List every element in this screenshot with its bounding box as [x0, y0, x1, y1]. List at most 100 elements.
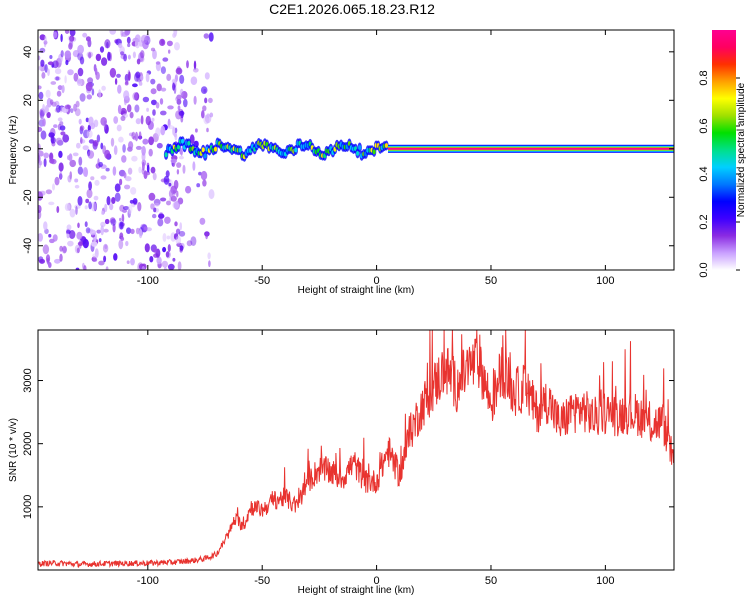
noise-blob: [196, 183, 201, 188]
noise-blob: [67, 69, 74, 76]
noise-blob: [138, 81, 143, 86]
noise-blob: [96, 229, 101, 234]
noise-blob: [85, 117, 89, 123]
noise-blob: [177, 261, 182, 270]
noise-blob: [64, 203, 71, 212]
noise-blob: [87, 77, 94, 84]
noise-blob: [165, 251, 170, 258]
noise-blob: [192, 161, 196, 171]
noise-blob: [186, 240, 193, 247]
noise-blob: [167, 263, 175, 270]
noise-blob: [155, 127, 161, 138]
spectrogram-marks: [38, 30, 674, 270]
noise-blob: [171, 78, 177, 85]
noise-blob: [129, 111, 134, 119]
noise-blob: [114, 78, 118, 85]
noise-blob: [77, 44, 84, 55]
noise-blob: [176, 162, 182, 168]
noise-blob: [135, 145, 142, 150]
noise-blob: [162, 233, 167, 242]
noise-blob: [123, 90, 130, 100]
noise-blob: [124, 184, 131, 190]
noise-blob: [130, 258, 135, 266]
noise-blob: [43, 221, 48, 231]
noise-blob: [43, 152, 49, 159]
noise-blob: [76, 142, 81, 149]
noise-blob: [89, 229, 97, 236]
noise-blob: [59, 121, 64, 126]
noise-blob: [56, 90, 62, 97]
noise-blob: [103, 228, 109, 233]
spectrogram-y-tick-label: 40: [22, 46, 34, 58]
tone-core: [201, 147, 205, 153]
noise-blob: [60, 33, 63, 43]
noise-blob: [47, 61, 54, 66]
noise-blob: [202, 105, 207, 112]
noise-blob: [204, 72, 210, 80]
noise-blob: [43, 35, 47, 45]
tone-core: [203, 153, 207, 159]
noise-blob: [152, 49, 157, 60]
noise-blob: [126, 227, 132, 234]
noise-blob: [74, 178, 79, 183]
noise-blob: [208, 32, 214, 42]
noise-blob: [101, 85, 106, 91]
noise-blob: [95, 53, 102, 62]
noise-blob: [38, 160, 43, 166]
spectrogram-frame: [37, 29, 675, 271]
noise-blob: [54, 68, 62, 75]
noise-blob: [144, 243, 150, 253]
noise-blob: [167, 105, 174, 110]
noise-blob: [118, 43, 123, 49]
noise-blob: [166, 235, 171, 240]
noise-blob: [77, 79, 83, 84]
noise-blob: [122, 144, 126, 153]
noise-blob: [79, 93, 86, 102]
noise-blob: [127, 208, 131, 218]
noise-blob: [64, 30, 70, 34]
noise-blob: [48, 201, 55, 206]
noise-blob: [85, 227, 91, 234]
noise-blob: [174, 42, 180, 51]
noise-blob: [120, 51, 125, 56]
spectrogram-x-tick-label: 100: [596, 275, 614, 287]
noise-blob: [84, 221, 88, 228]
noise-blob: [148, 136, 155, 146]
spectrogram-x-tick-label: 0: [374, 275, 380, 287]
noise-blob: [76, 247, 80, 254]
noise-blob: [120, 115, 126, 121]
noise-blob: [168, 189, 174, 198]
noise-blob: [102, 145, 107, 155]
noise-blob: [39, 258, 45, 264]
noise-blob: [155, 61, 161, 65]
colorbar-label: Normalized spectral amplitude: [736, 82, 747, 217]
noise-blob: [114, 183, 121, 192]
noise-blob: [126, 104, 132, 113]
noise-blob: [102, 243, 109, 253]
noise-blob: [40, 59, 45, 67]
noise-blob: [62, 134, 70, 143]
noise-blob: [200, 170, 208, 181]
spectrogram-panel: -100 -50 0 50 100 -40 -20 0 20 40 Height of stra…: [8, 29, 675, 296]
noise-blob: [140, 50, 145, 59]
noise-blob: [177, 105, 181, 111]
noise-blob: [189, 134, 195, 145]
noise-blob: [206, 113, 210, 119]
noise-blob: [82, 32, 88, 38]
noise-blob: [77, 222, 80, 229]
noise-blob: [65, 59, 69, 66]
colorbar-gradient: [712, 30, 736, 270]
noise-blob: [163, 175, 170, 185]
noise-blob: [164, 216, 171, 224]
noise-blob: [91, 201, 97, 212]
tone-core: [176, 144, 181, 150]
noise-blob: [175, 236, 182, 245]
noise-blob: [83, 265, 87, 270]
noise-blob: [146, 107, 150, 112]
tone-core: [372, 149, 376, 155]
noise-blob: [138, 131, 142, 141]
noise-blob: [151, 99, 157, 106]
noise-blob: [112, 223, 116, 233]
noise-blob: [123, 53, 127, 62]
noise-blob: [70, 108, 74, 113]
